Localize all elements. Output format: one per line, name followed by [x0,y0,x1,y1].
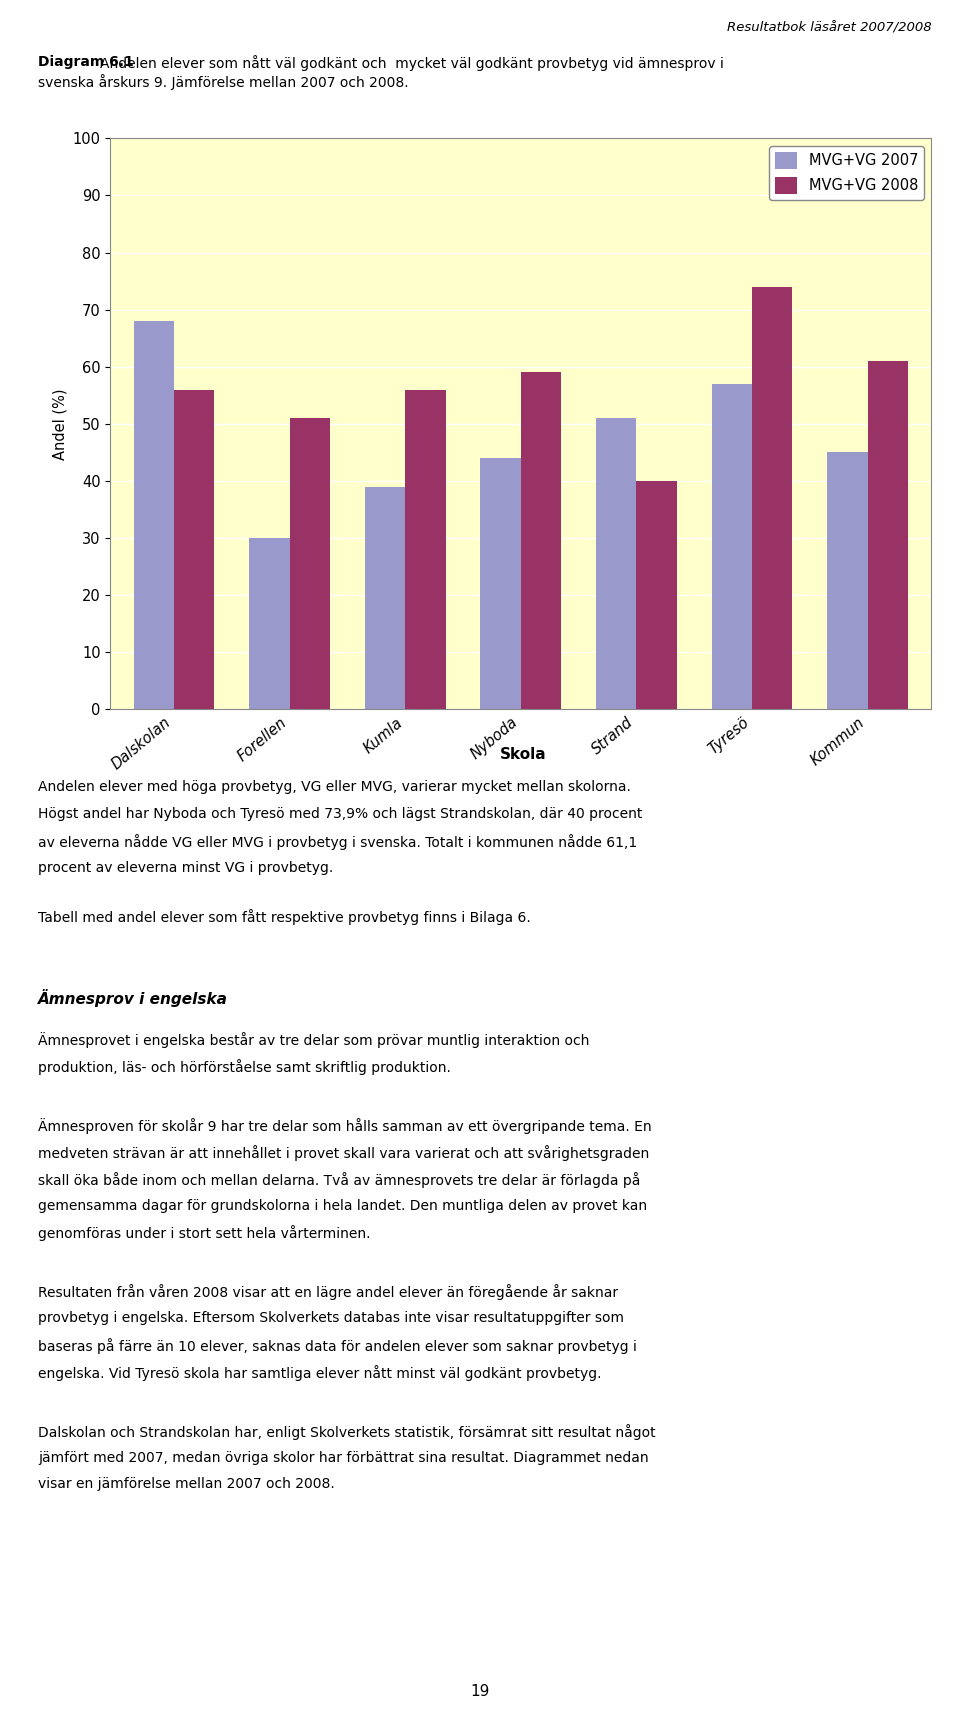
Text: svenska årskurs 9. Jämförelse mellan 2007 och 2008.: svenska årskurs 9. Jämförelse mellan 200… [38,74,409,90]
Text: Ämnesproven för skolår 9 har tre delar som hålls samman av ett övergripande tema: Ämnesproven för skolår 9 har tre delar s… [38,1118,652,1135]
Text: baseras på färre än 10 elever, saknas data för andelen elever som saknar provbet: baseras på färre än 10 elever, saknas da… [38,1337,637,1355]
Text: genomföras under i stort sett hela vårterminen.: genomföras under i stort sett hela vårte… [38,1225,371,1242]
Bar [133,322,174,709]
Text: av eleverna nådde VG eller MVG i provbetyg i svenska. Totalt i kommunen nådde 61: av eleverna nådde VG eller MVG i provbet… [38,834,637,849]
Text: Ämnesprov i engelska: Ämnesprov i engelska [38,990,228,1007]
Bar [868,362,908,709]
Bar [520,372,562,709]
Text: visar en jämförelse mellan 2007 och 2008.: visar en jämförelse mellan 2007 och 2008… [38,1477,335,1491]
Bar [636,481,677,709]
Bar [828,452,868,709]
Bar [250,538,290,709]
Text: procent av eleverna minst VG i provbetyg.: procent av eleverna minst VG i provbetyg… [38,860,334,875]
Text: provbetyg i engelska. Eftersom Skolverkets databas inte visar resultatuppgifter : provbetyg i engelska. Eftersom Skolverke… [38,1311,624,1325]
Legend: MVG+VG 2007, MVG+VG 2008: MVG+VG 2007, MVG+VG 2008 [769,145,924,201]
Bar [596,419,636,709]
Y-axis label: Andel (%): Andel (%) [52,388,67,460]
Text: gemensamma dagar för grundskolorna i hela landet. Den muntliga delen av provet k: gemensamma dagar för grundskolorna i hel… [38,1199,648,1213]
Text: engelska. Vid Tyresö skola har samtliga elever nått minst väl godkänt provbetyg.: engelska. Vid Tyresö skola har samtliga … [38,1365,602,1381]
Bar [752,287,792,709]
Text: medveten strävan är att innehållet i provet skall vara varierat och att svårighe: medveten strävan är att innehållet i pro… [38,1145,650,1161]
Text: Skola: Skola [500,747,546,763]
Text: Andelen elever som nått väl godkänt och  mycket väl godkänt provbetyg vid ämnesp: Andelen elever som nått väl godkänt och … [100,55,724,71]
Text: Tabell med andel elever som fått respektive provbetyg finns i Bilaga 6.: Tabell med andel elever som fått respekt… [38,908,531,926]
Text: produktion, läs- och hörförståelse samt skriftlig produktion.: produktion, läs- och hörförståelse samt … [38,1059,451,1074]
Bar [405,389,445,709]
Text: Ämnesprovet i engelska består av tre delar som prövar muntlig interaktion och: Ämnesprovet i engelska består av tre del… [38,1033,589,1048]
Text: Diagram 6.1: Diagram 6.1 [38,55,134,69]
Text: Resultatbok läsåret 2007/2008: Resultatbok läsåret 2007/2008 [727,21,931,35]
Text: 19: 19 [470,1683,490,1699]
Bar [480,458,521,709]
Bar [711,384,752,709]
Text: Resultaten från våren 2008 visar att en lägre andel elever än föregående år sakn: Resultaten från våren 2008 visar att en … [38,1284,618,1301]
Bar [174,389,214,709]
Bar [365,486,405,709]
Text: skall öka både inom och mellan delarna. Två av ämnesprovets tre delar är förlagd: skall öka både inom och mellan delarna. … [38,1171,640,1189]
Bar [290,419,330,709]
Text: Högst andel har Nyboda och Tyresö med 73,9% och lägst Strandskolan, där 40 proce: Högst andel har Nyboda och Tyresö med 73… [38,806,643,822]
Text: Andelen elever med höga provbetyg, VG eller MVG, varierar mycket mellan skolorna: Andelen elever med höga provbetyg, VG el… [38,780,632,794]
Text: jämfört med 2007, medan övriga skolor har förbättrat sina resultat. Diagrammet n: jämfört med 2007, medan övriga skolor ha… [38,1450,649,1465]
Text: Dalskolan och Strandskolan har, enligt Skolverkets statistik, försämrat sitt res: Dalskolan och Strandskolan har, enligt S… [38,1424,656,1439]
